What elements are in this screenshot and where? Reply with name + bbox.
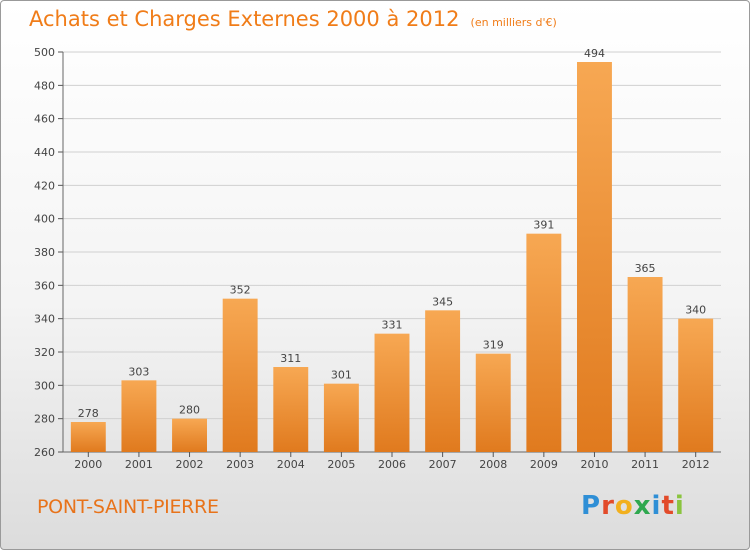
chart-title-main: Achats et Charges Externes 2000 à 2012 bbox=[29, 7, 460, 31]
x-tick-label: 2008 bbox=[479, 458, 507, 471]
data-label: 331 bbox=[382, 319, 403, 332]
bar-2011 bbox=[627, 277, 663, 452]
bar-2004 bbox=[273, 367, 309, 452]
chart-subtitle: (en milliers d'€) bbox=[470, 16, 557, 29]
data-label: 352 bbox=[230, 284, 251, 297]
x-tick-label: 2000 bbox=[74, 458, 102, 471]
y-tick-label: 380 bbox=[34, 246, 55, 259]
data-label: 345 bbox=[432, 295, 453, 308]
bar-2006 bbox=[374, 333, 410, 452]
y-tick-label: 460 bbox=[34, 113, 55, 126]
y-tick-label: 480 bbox=[34, 79, 55, 92]
logo-letter: x bbox=[633, 491, 652, 521]
y-tick-label: 500 bbox=[34, 46, 55, 59]
x-tick-label: 2002 bbox=[176, 458, 204, 471]
x-tick-label: 2011 bbox=[631, 458, 659, 471]
x-tick-label: 2001 bbox=[125, 458, 153, 471]
x-tick-label: 2012 bbox=[682, 458, 710, 471]
bar-2008 bbox=[475, 353, 511, 452]
y-tick-label: 260 bbox=[34, 446, 55, 459]
bar-2009 bbox=[526, 233, 562, 452]
y-tick-label: 440 bbox=[34, 146, 55, 159]
logo-letter: i bbox=[674, 491, 685, 521]
y-tick-label: 360 bbox=[34, 279, 55, 292]
x-tick-label: 2010 bbox=[580, 458, 608, 471]
data-label: 280 bbox=[179, 404, 200, 417]
bar-2001 bbox=[121, 380, 157, 452]
bar-2005 bbox=[323, 383, 359, 452]
y-tick-label: 280 bbox=[34, 413, 55, 426]
bars bbox=[70, 62, 714, 452]
logo-letter: P bbox=[581, 491, 602, 521]
data-label: 303 bbox=[128, 365, 149, 378]
bar-2007 bbox=[425, 310, 461, 452]
logo-letter: t bbox=[661, 491, 675, 521]
data-label: 301 bbox=[331, 369, 352, 382]
logo-letter: i bbox=[651, 491, 662, 521]
y-tick-label: 340 bbox=[34, 313, 55, 326]
data-label: 494 bbox=[584, 47, 605, 60]
x-tick-label: 2005 bbox=[327, 458, 355, 471]
data-label: 311 bbox=[280, 352, 301, 365]
logo-letter: o bbox=[614, 491, 634, 521]
axes: 260 280 300 320 340 360 380 400 420 440 460 480 500 2… bbox=[34, 46, 721, 471]
x-tick-label: 2003 bbox=[226, 458, 254, 471]
data-label: 365 bbox=[635, 262, 656, 275]
y-tick-label: 320 bbox=[34, 346, 55, 359]
x-tick-label: 2006 bbox=[378, 458, 406, 471]
bar-2000 bbox=[70, 422, 106, 452]
bar-2010 bbox=[576, 62, 612, 452]
location-label: PONT-SAINT-PIERRE bbox=[37, 496, 219, 518]
data-label: 340 bbox=[685, 304, 706, 317]
bar-2002 bbox=[172, 418, 208, 452]
y-tick-label: 420 bbox=[34, 179, 55, 192]
data-label: 278 bbox=[78, 407, 99, 420]
x-tick-label: 2004 bbox=[277, 458, 305, 471]
chart-title: Achats et Charges Externes 2000 à 2012 (… bbox=[29, 7, 557, 31]
y-tick-label: 300 bbox=[34, 379, 55, 392]
data-labels: 278 303 280 352 311 301 331 345 319 391 494 365 340 bbox=[78, 47, 706, 420]
x-tick-label: 2009 bbox=[530, 458, 558, 471]
y-tick-label: 400 bbox=[34, 213, 55, 226]
logo-letter: r bbox=[601, 491, 615, 521]
bar-2003 bbox=[222, 298, 258, 452]
data-label: 391 bbox=[533, 219, 554, 232]
proxiti-logo: Proxiti bbox=[581, 491, 685, 521]
bar-2012 bbox=[678, 318, 714, 452]
x-tick-label: 2007 bbox=[429, 458, 457, 471]
data-label: 319 bbox=[483, 339, 504, 352]
